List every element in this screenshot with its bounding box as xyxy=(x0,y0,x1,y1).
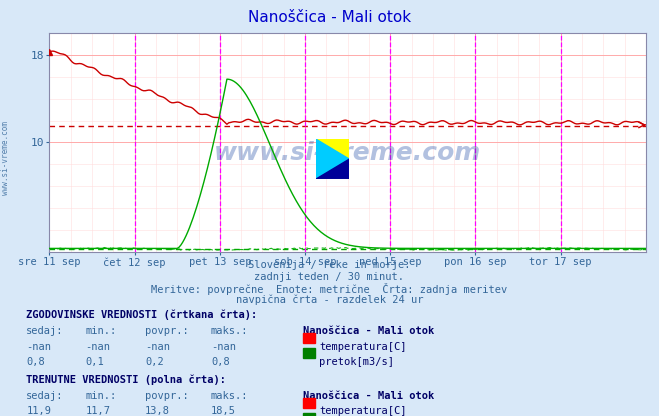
Text: Nanoščica - Mali otok: Nanoščica - Mali otok xyxy=(303,326,434,336)
Text: Nanoščica - Mali otok: Nanoščica - Mali otok xyxy=(303,391,434,401)
Text: 0,1: 0,1 xyxy=(86,357,104,366)
Text: Nanoščica - Mali otok: Nanoščica - Mali otok xyxy=(248,10,411,25)
Text: min.:: min.: xyxy=(86,391,117,401)
Text: Slovenija / reke in morje.: Slovenija / reke in morje. xyxy=(248,260,411,270)
Text: 0,8: 0,8 xyxy=(26,357,45,366)
Text: temperatura[C]: temperatura[C] xyxy=(319,342,407,352)
Text: -nan: -nan xyxy=(86,342,111,352)
Text: maks.:: maks.: xyxy=(211,391,248,401)
Polygon shape xyxy=(316,139,349,179)
Text: -nan: -nan xyxy=(26,342,51,352)
Text: ZGODOVINSKE VREDNOSTI (črtkana črta):: ZGODOVINSKE VREDNOSTI (črtkana črta): xyxy=(26,310,258,320)
Text: TRENUTNE VREDNOSTI (polna črta):: TRENUTNE VREDNOSTI (polna črta): xyxy=(26,375,226,385)
Text: 0,8: 0,8 xyxy=(211,357,229,366)
Text: min.:: min.: xyxy=(86,326,117,336)
Text: pretok[m3/s]: pretok[m3/s] xyxy=(319,357,394,366)
Text: 13,8: 13,8 xyxy=(145,406,170,416)
Text: -nan: -nan xyxy=(211,342,236,352)
Text: zadnji teden / 30 minut.: zadnji teden / 30 minut. xyxy=(254,272,405,282)
Polygon shape xyxy=(316,159,349,179)
Text: -nan: -nan xyxy=(145,342,170,352)
Text: navpična črta - razdelek 24 ur: navpična črta - razdelek 24 ur xyxy=(236,295,423,305)
Text: temperatura[C]: temperatura[C] xyxy=(319,406,407,416)
Text: maks.:: maks.: xyxy=(211,326,248,336)
Text: povpr.:: povpr.: xyxy=(145,391,188,401)
Text: 18,5: 18,5 xyxy=(211,406,236,416)
Text: 0,2: 0,2 xyxy=(145,357,163,366)
Text: sedaj:: sedaj: xyxy=(26,326,64,336)
Text: www.si-vreme.com: www.si-vreme.com xyxy=(214,141,481,166)
Text: www.si-vreme.com: www.si-vreme.com xyxy=(1,121,10,195)
Text: sedaj:: sedaj: xyxy=(26,391,64,401)
Text: Meritve: povprečne  Enote: metrične  Črta: zadnja meritev: Meritve: povprečne Enote: metrične Črta:… xyxy=(152,283,507,295)
Text: 11,9: 11,9 xyxy=(26,406,51,416)
Text: 11,7: 11,7 xyxy=(86,406,111,416)
Text: povpr.:: povpr.: xyxy=(145,326,188,336)
